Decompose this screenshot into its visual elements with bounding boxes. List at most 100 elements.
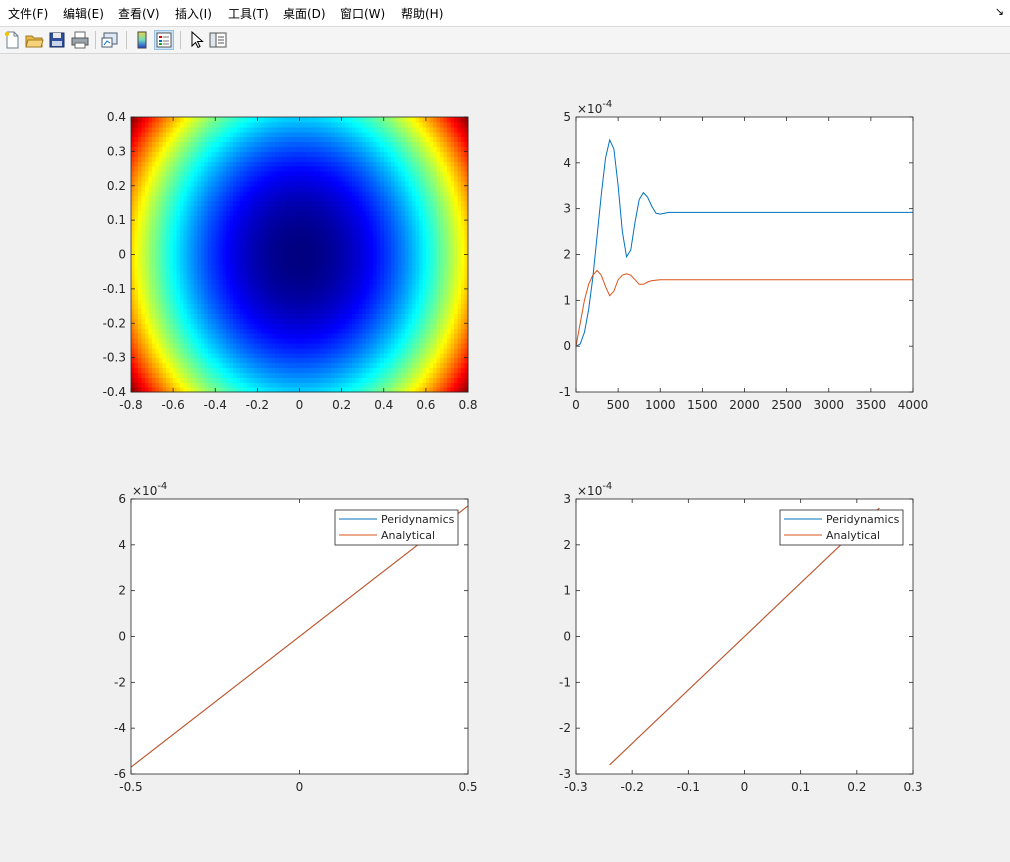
save-icon[interactable] [47, 30, 67, 50]
heatmap-cell [415, 205, 420, 211]
heatmap-cell [362, 342, 367, 349]
heatmap-cell [295, 210, 301, 216]
heatmap-cell [425, 205, 430, 211]
heatmap-cell [460, 166, 466, 172]
heatmap-cell [257, 175, 262, 182]
heatmap-cell [324, 156, 329, 162]
heatmap-cell [264, 171, 269, 177]
heatmap-cell [359, 190, 364, 197]
heatmap-cell [432, 264, 438, 270]
heatmap-cell [267, 328, 273, 334]
open-file-icon[interactable] [24, 30, 44, 50]
heatmap-cell [218, 210, 223, 216]
heatmap-cell [250, 328, 255, 334]
colorbar-icon[interactable] [132, 30, 152, 50]
new-figure-icon[interactable] [2, 30, 22, 50]
heatmap-cell [295, 136, 301, 143]
heatmap-cell [359, 367, 364, 373]
heatmap-cell [243, 244, 248, 251]
heatmap-cell [380, 283, 385, 290]
link-plot-icon[interactable] [100, 30, 120, 50]
heatmap-cell [295, 166, 301, 172]
heatmap-cell [229, 171, 234, 177]
menu-window[interactable]: 窗口(W) [340, 7, 386, 21]
print-icon[interactable] [70, 30, 90, 50]
heatmap-cell [387, 318, 392, 324]
menu-help[interactable]: 帮助(H) [401, 7, 444, 21]
menu-view[interactable]: 查看(V) [118, 7, 160, 21]
heatmap-cell [306, 151, 311, 157]
pointer-icon[interactable] [186, 30, 206, 50]
heatmap-cell [215, 293, 220, 300]
heatmap-cell [338, 175, 343, 182]
heatmap-cell [429, 210, 434, 216]
heatmap-cell [173, 175, 178, 182]
heatmap-cell [134, 357, 139, 364]
heatmap-cell [429, 171, 434, 177]
heatmap-cell [450, 249, 455, 256]
heatmap-cell [183, 249, 188, 256]
heatmap-cell [418, 283, 423, 290]
heatmap-cell [439, 249, 445, 256]
property-editor-icon[interactable] [208, 30, 228, 50]
heatmap-cell [387, 175, 392, 182]
heatmap-cell [387, 264, 392, 270]
heatmap-cell [264, 151, 269, 157]
heatmap-cell [376, 210, 381, 216]
heatmap-cell [355, 244, 360, 251]
menu-file[interactable]: 文件(F) [8, 7, 49, 21]
heatmap-cell [408, 215, 413, 221]
heatmap-cell [288, 175, 294, 182]
heatmap-cell [173, 283, 178, 290]
heatmap-cell [197, 259, 202, 265]
heatmap-cell [341, 367, 346, 373]
heatmap-cell [278, 303, 283, 310]
menu-edit[interactable]: 编辑(E) [63, 7, 104, 21]
heatmap-cell [366, 279, 371, 285]
legend-icon[interactable] [154, 30, 174, 50]
heatmap-cell [317, 274, 322, 280]
heatmap-cell [450, 293, 455, 300]
heatmap-cell [397, 328, 402, 334]
menu-tools[interactable]: 工具(T) [228, 7, 269, 21]
heatmap-cell [394, 269, 399, 275]
heatmap-cell [232, 185, 237, 192]
heatmap-cell [366, 274, 371, 280]
menu-desktop[interactable]: 桌面(D) [283, 7, 326, 21]
heatmap-cell [457, 333, 462, 339]
heatmap-cell [243, 377, 248, 383]
heatmap-cell [253, 342, 258, 349]
heatmap-cell [432, 362, 438, 369]
heatmap-cell [352, 328, 357, 334]
heatmap-cell [131, 229, 136, 236]
heatmap-cell [439, 323, 445, 329]
heatmap-cell [334, 372, 339, 378]
heatmap-cell [352, 357, 357, 364]
heatmap-cell [429, 377, 434, 383]
heatmap-cell [376, 239, 381, 246]
heatmap-cell [173, 146, 178, 152]
dock-arrow-icon[interactable]: ↘ [994, 5, 1004, 18]
heatmap-cell [411, 387, 416, 393]
heatmap-cell [145, 190, 150, 197]
menu-insert[interactable]: 插入(I) [175, 7, 212, 21]
heatmap-cell [190, 298, 195, 305]
heatmap-cell [246, 151, 251, 157]
heatmap-cell [310, 225, 315, 231]
heatmap-cell [278, 347, 283, 354]
heatmap-cell [306, 195, 311, 202]
heatmap-cell [352, 313, 357, 319]
heatmap-cell [162, 136, 167, 143]
heatmap-cell [355, 387, 360, 393]
heatmap-cell [194, 308, 199, 315]
heatmap-cell [239, 333, 244, 339]
heatmap-cell [152, 171, 157, 177]
heatmap-cell [134, 362, 139, 369]
heatmap-cell [362, 269, 367, 275]
heatmap-cell [162, 367, 167, 373]
heatmap-cell [446, 337, 452, 344]
heatmap-cell [190, 175, 195, 182]
heatmap-cell [278, 136, 283, 143]
heatmap-cell [313, 161, 318, 167]
heatmap-cell [278, 357, 283, 364]
